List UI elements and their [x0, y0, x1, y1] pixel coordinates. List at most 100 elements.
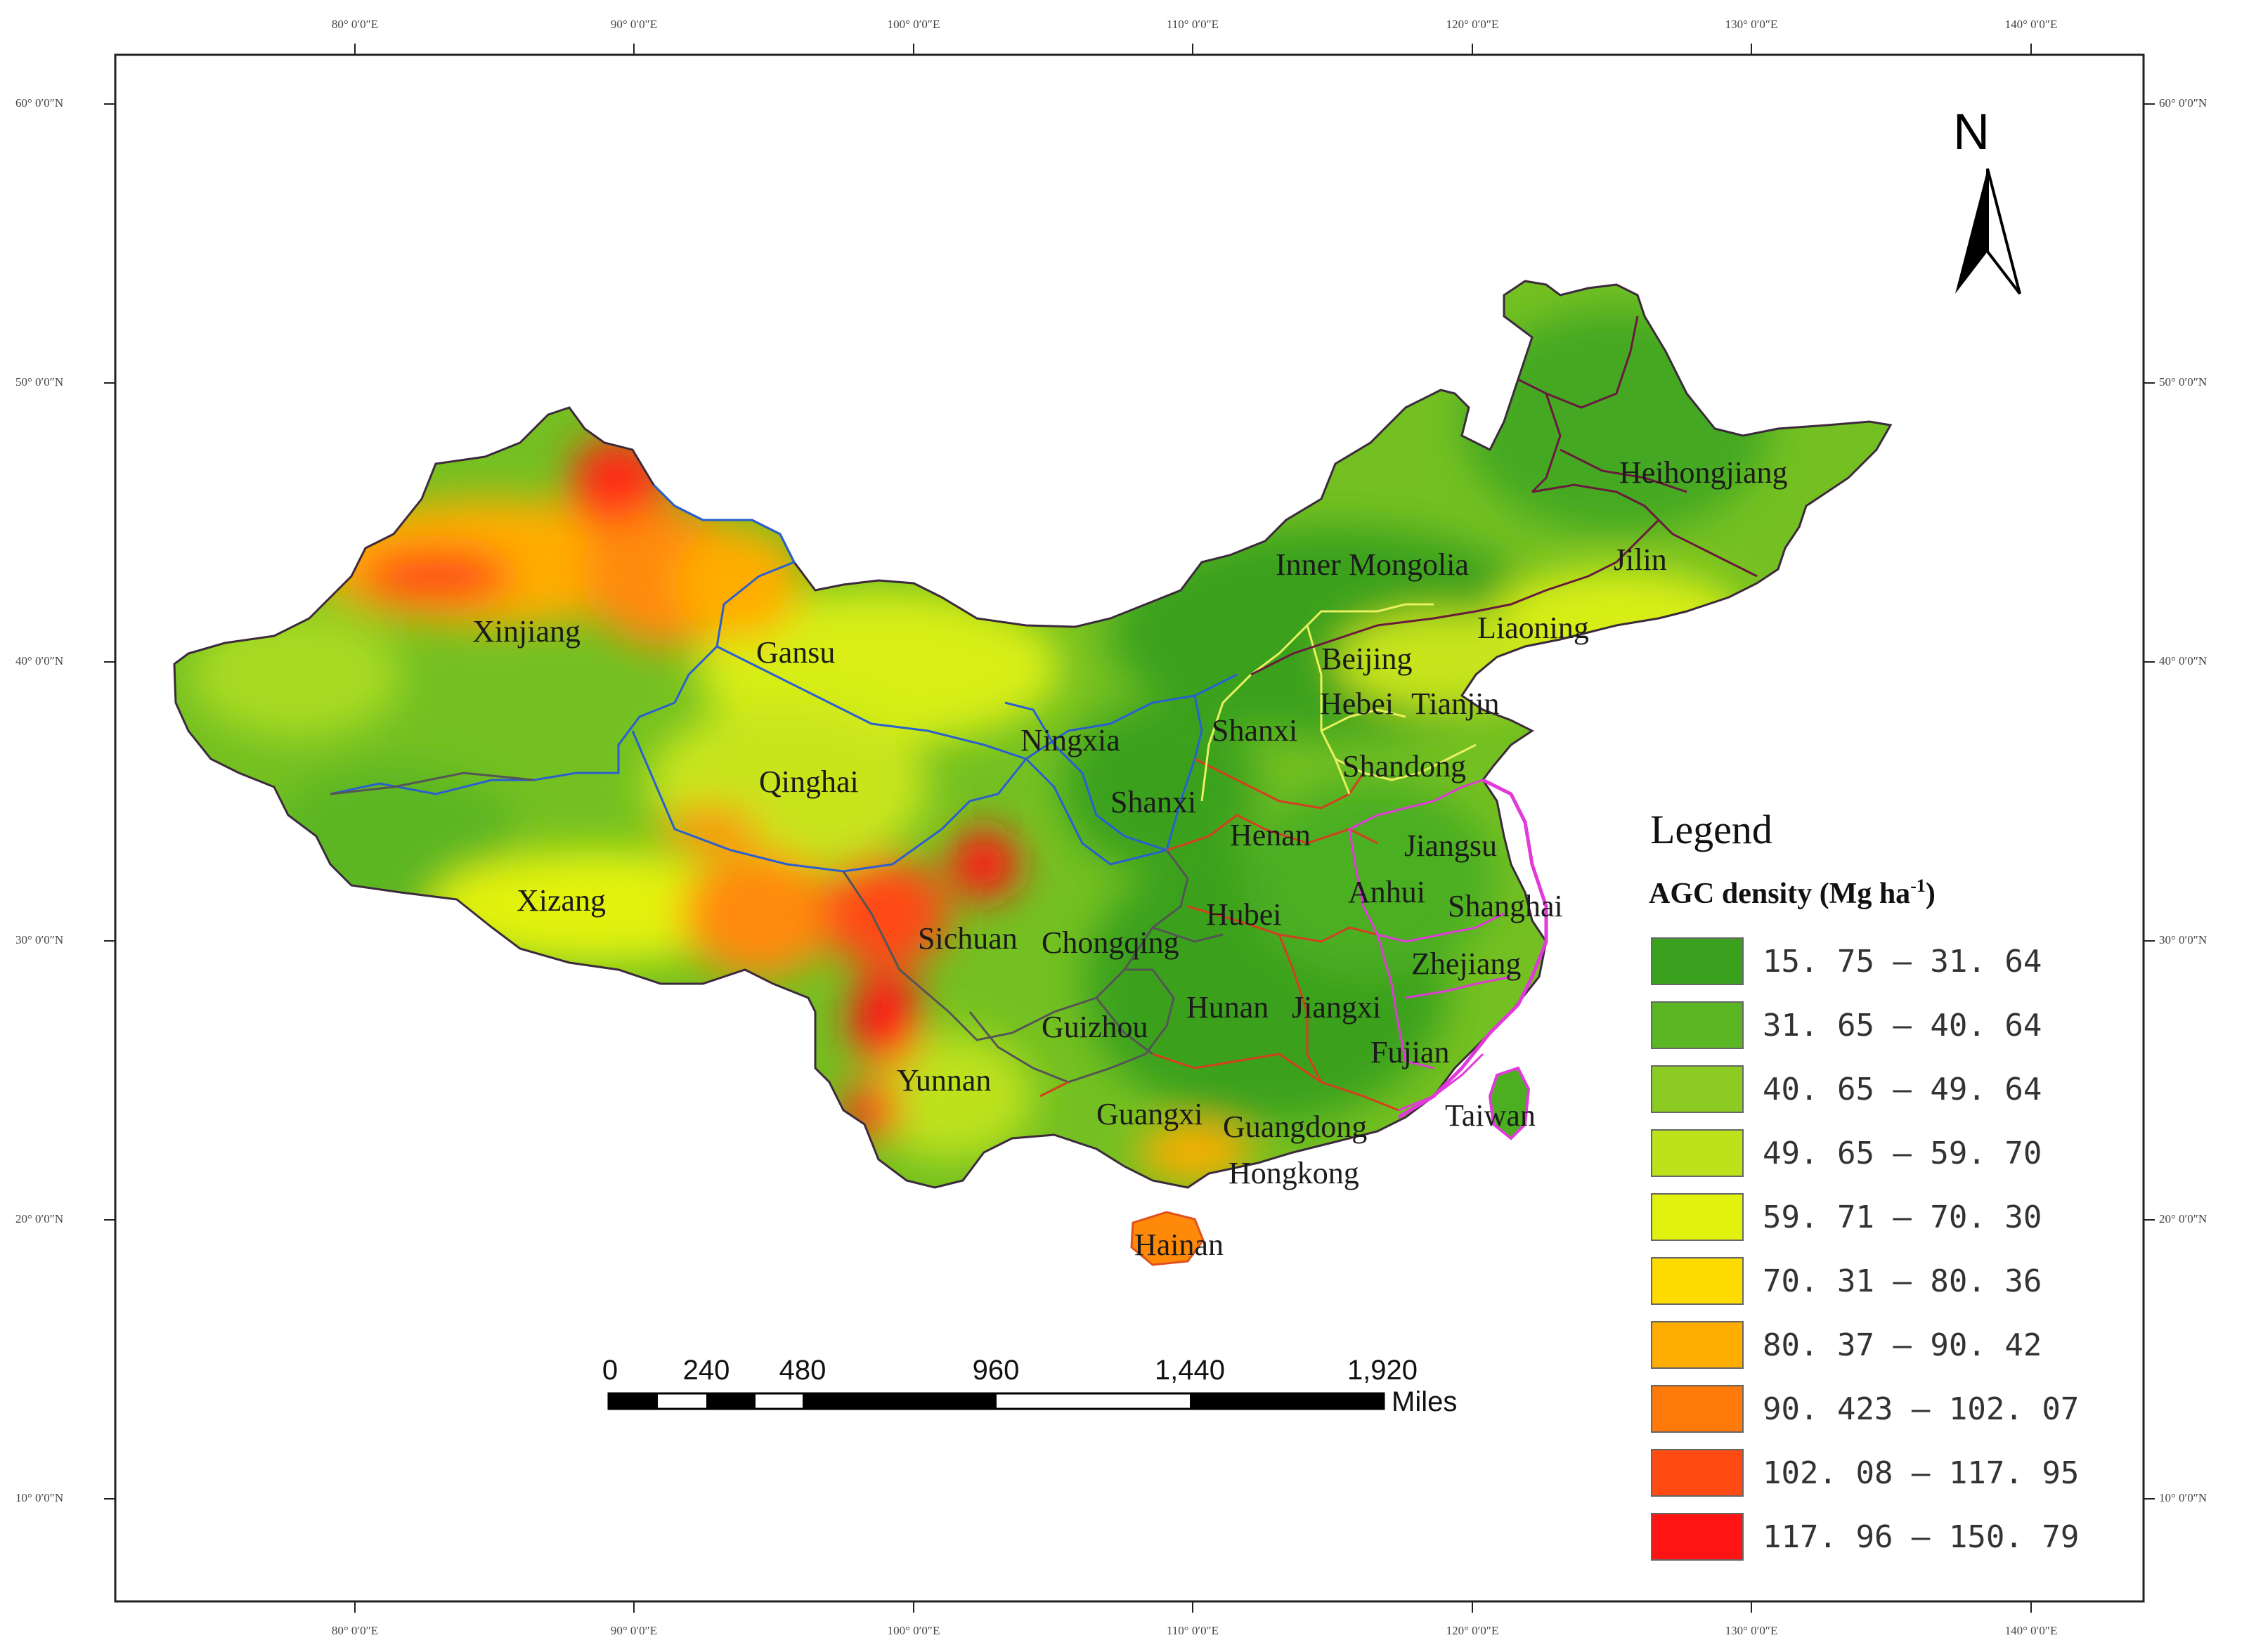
legend-swatch	[1651, 1513, 1744, 1561]
scale-segment	[1190, 1393, 1384, 1409]
lat-label-left: 20° 0′0″N	[15, 1212, 63, 1225]
lat-label-right: 20° 0′0″N	[2159, 1212, 2207, 1225]
lat-label-left: 50° 0′0″N	[15, 375, 63, 389]
scale-segment-light	[756, 1396, 803, 1402]
scale-bar: 0 240 480 960 1,440 1,920 Miles	[602, 1355, 1457, 1417]
lon-label-top: 90° 0′0″E	[611, 18, 657, 31]
lat-label-left: 40° 0′0″N	[15, 654, 63, 668]
lat-label-left: 60° 0′0″N	[15, 96, 63, 110]
legend-subtitle-sup: -1	[1910, 876, 1926, 896]
lon-label-top: 130° 0′0″E	[1725, 18, 1778, 31]
province-label-beijing: Beijing	[1321, 642, 1413, 676]
province-boundaries	[330, 316, 1758, 1119]
province-label-anhui: Anhui	[1348, 875, 1425, 909]
scale-segment-light	[658, 1396, 706, 1402]
scale-tick-label: 480	[779, 1355, 826, 1386]
scale-tick-label: 1,920	[1347, 1355, 1418, 1386]
province-label-shandong: Shandong	[1342, 749, 1466, 783]
lon-label-top: 100° 0′0″E	[888, 18, 940, 31]
lon-label-bottom: 100° 0′0″E	[888, 1624, 940, 1637]
legend-swatch	[1651, 937, 1744, 985]
lon-label-bottom: 110° 0′0″E	[1167, 1624, 1219, 1637]
legend-subtitle-end: )	[1926, 878, 1936, 910]
legend-swatch	[1651, 1065, 1744, 1113]
province-label-hunan: Hunan	[1186, 990, 1269, 1025]
province-label-guizhou: Guizhou	[1042, 1010, 1148, 1044]
legend: Legend AGC density (Mg ha-1) 15. 75 – 31…	[1649, 807, 2079, 1561]
legend-label: 40. 65 – 49. 64	[1763, 1072, 2042, 1107]
legend-label: 80. 37 – 90. 42	[1763, 1327, 2042, 1363]
scale-segment	[706, 1393, 756, 1409]
legend-label: 102. 08 – 117. 95	[1763, 1455, 2079, 1491]
scale-segment	[803, 1393, 997, 1409]
legend-swatch	[1651, 1001, 1744, 1049]
province-label-fujian: Fujian	[1370, 1035, 1449, 1069]
province-label-jiangxi: Jiangxi	[1292, 990, 1381, 1025]
lat-label-right: 30° 0′0″N	[2159, 933, 2207, 947]
lon-label-bottom: 140° 0′0″E	[2005, 1624, 2058, 1637]
lon-label-bottom: 90° 0′0″E	[611, 1624, 657, 1637]
province-label-jiangsu: Jiangsu	[1404, 828, 1497, 863]
legend-subtitle-text: AGC density (Mg ha	[1649, 878, 1910, 910]
legend-label: 31. 65 – 40. 64	[1763, 1008, 2042, 1043]
province-labels: Xinjiang Gansu Qinghai Xizang Inner Mong…	[472, 455, 1788, 1262]
province-label-xinjiang: Xinjiang	[472, 614, 581, 649]
province-label-shanghai: Shanghai	[1448, 889, 1563, 923]
province-label-ningxia: Ningxia	[1020, 723, 1120, 757]
scale-tick-label: 240	[683, 1355, 730, 1386]
graticule-ticks	[104, 44, 2155, 1613]
province-label-heihongjiang: Heihongjiang	[1619, 455, 1788, 490]
legend-label: 117. 96 – 150. 79	[1763, 1519, 2079, 1555]
province-label-sichuan: Sichuan	[918, 921, 1018, 956]
scale-tick-label: 960	[973, 1355, 1020, 1386]
province-label-shanxi-north: Shanxi	[1212, 713, 1297, 748]
scale-unit-label: Miles	[1392, 1386, 1457, 1417]
lon-label-top: 80° 0′0″E	[332, 18, 378, 31]
province-label-yunnan: Yunnan	[897, 1063, 991, 1098]
province-label-henan: Henan	[1230, 818, 1311, 852]
legend-label: 90. 423 – 102. 07	[1763, 1391, 2079, 1427]
province-label-guangdong: Guangdong	[1223, 1110, 1367, 1144]
lat-label-right: 60° 0′0″N	[2159, 96, 2207, 110]
scale-tick-label: 1,440	[1155, 1355, 1225, 1386]
province-label-shanxi-west: Shanxi	[1110, 785, 1196, 819]
province-label-taiwan: Taiwan	[1445, 1098, 1536, 1133]
lat-label-right: 40° 0′0″N	[2159, 654, 2207, 668]
province-label-hubei: Hubei	[1206, 897, 1282, 932]
legend-swatch	[1651, 1257, 1744, 1305]
legend-label: 15. 75 – 31. 64	[1763, 944, 2042, 980]
legend-label: 59. 71 – 70. 30	[1763, 1199, 2042, 1235]
graticule-labels: 80° 0′0″E 90° 0′0″E 100° 0′0″E 110° 0′0″…	[15, 18, 2207, 1637]
north-arrow-left-half	[1955, 169, 1988, 294]
lon-label-top: 120° 0′0″E	[1446, 18, 1499, 31]
scale-tick-label: 0	[602, 1355, 618, 1386]
north-arrow-right-half	[1986, 168, 2021, 295]
legend-swatch	[1651, 1449, 1744, 1497]
islands	[1130, 1066, 1531, 1266]
lon-label-top: 140° 0′0″E	[2005, 18, 2058, 31]
lat-label-left: 10° 0′0″N	[15, 1491, 63, 1504]
province-label-liaoning: Liaoning	[1477, 611, 1589, 645]
province-label-gansu: Gansu	[756, 635, 835, 670]
province-label-qinghai: Qinghai	[759, 765, 859, 799]
province-label-hebei: Hebei	[1320, 687, 1394, 721]
lon-label-bottom: 130° 0′0″E	[1725, 1624, 1778, 1637]
north-arrow-label: N	[1953, 104, 1990, 160]
legend-items: 15. 75 – 31. 64 31. 65 – 40. 64 40. 65 – 4…	[1651, 937, 2079, 1561]
province-label-xizang: Xizang	[517, 883, 606, 918]
legend-swatch	[1651, 1385, 1744, 1433]
legend-swatch	[1651, 1321, 1744, 1369]
hainan-shape	[1130, 1211, 1205, 1266]
legend-swatch	[1651, 1129, 1744, 1177]
province-label-hainan: Hainan	[1134, 1228, 1224, 1262]
scale-segment-light	[997, 1396, 1190, 1402]
province-label-zhejiang: Zhejiang	[1411, 947, 1521, 981]
legend-title: Legend	[1650, 807, 1772, 852]
province-label-jilin: Jilin	[1614, 542, 1667, 577]
north-arrow: N	[1953, 104, 2021, 295]
lat-label-right: 50° 0′0″N	[2159, 375, 2207, 389]
province-label-inner-mongolia: Inner Mongolia	[1276, 547, 1469, 582]
lat-label-left: 30° 0′0″N	[15, 933, 63, 947]
legend-swatch	[1651, 1193, 1744, 1241]
